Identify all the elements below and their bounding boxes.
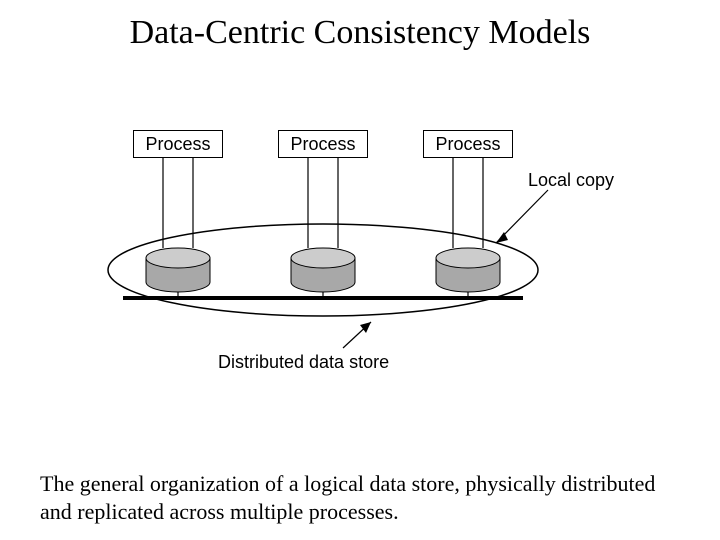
dds-arrow <box>343 322 371 348</box>
slide-root: Data-Centric Consistency Models Process … <box>0 0 720 540</box>
diagram-svg <box>98 130 618 390</box>
cylinder-2 <box>291 248 355 298</box>
cylinder-1 <box>146 248 210 298</box>
slide-title: Data-Centric Consistency Models <box>0 14 720 52</box>
local-copy-arrow <box>496 190 548 243</box>
cylinder-3 <box>436 248 500 298</box>
slide-caption: The general organization of a logical da… <box>40 470 690 525</box>
diagram-area: Process Process Process Local copy Distr… <box>98 130 618 390</box>
caption-text: The general organization of a logical da… <box>40 471 655 524</box>
